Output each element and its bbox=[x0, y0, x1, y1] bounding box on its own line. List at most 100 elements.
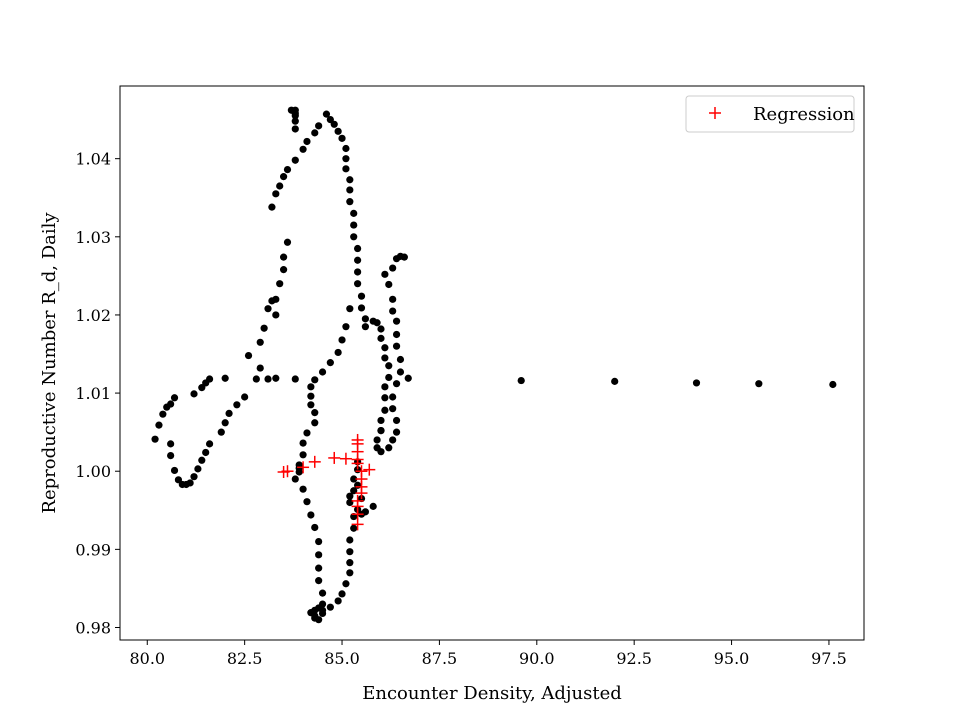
legend-box bbox=[685, 95, 855, 133]
data-point bbox=[392, 428, 401, 436]
data-point bbox=[377, 416, 385, 425]
regression-point bbox=[308, 455, 321, 468]
data-point bbox=[342, 323, 350, 331]
data-point bbox=[389, 436, 397, 444]
data-point bbox=[299, 145, 307, 153]
data-point bbox=[611, 377, 619, 385]
x-tick-label: 85.0 bbox=[324, 649, 360, 668]
data-point bbox=[170, 466, 179, 475]
regression-point bbox=[281, 465, 294, 478]
data-point bbox=[354, 268, 362, 276]
data-point bbox=[307, 401, 315, 409]
data-point bbox=[315, 551, 323, 559]
data-point bbox=[190, 473, 198, 481]
data-point bbox=[338, 336, 346, 344]
data-point bbox=[361, 315, 370, 323]
data-point bbox=[346, 492, 354, 500]
x-axis-ticks: 80.0 82.5 85.0 87.5 90.0 92.5 95.0 97.5 bbox=[129, 640, 847, 668]
data-point bbox=[342, 580, 350, 588]
data-point bbox=[385, 444, 393, 452]
data-point bbox=[315, 564, 323, 572]
data-point bbox=[389, 393, 397, 401]
data-point bbox=[396, 368, 405, 376]
data-point bbox=[318, 589, 327, 597]
y-tick-label: 0.98 bbox=[75, 618, 111, 637]
y-tick-label: 1.00 bbox=[75, 462, 111, 481]
data-point bbox=[354, 244, 362, 253]
data-point bbox=[829, 380, 837, 389]
data-point bbox=[385, 373, 393, 382]
data-point bbox=[373, 319, 381, 327]
data-point bbox=[385, 280, 393, 289]
data-point bbox=[233, 401, 241, 409]
data-point bbox=[295, 464, 303, 472]
regression-point bbox=[355, 487, 368, 500]
data-point bbox=[350, 233, 358, 241]
data-point bbox=[291, 112, 299, 120]
data-point bbox=[346, 305, 354, 313]
data-point bbox=[377, 334, 385, 342]
data-point bbox=[256, 364, 264, 372]
data-point bbox=[167, 400, 175, 408]
data-point bbox=[303, 498, 311, 506]
data-point bbox=[280, 253, 288, 261]
data-point bbox=[315, 577, 323, 585]
data-point bbox=[190, 390, 198, 398]
data-point bbox=[517, 376, 525, 385]
data-point bbox=[291, 117, 299, 125]
y-tick-label: 1.03 bbox=[75, 228, 111, 247]
data-point bbox=[755, 380, 763, 388]
data-point bbox=[280, 266, 288, 274]
data-point bbox=[283, 238, 292, 246]
data-point bbox=[268, 203, 276, 211]
data-point bbox=[299, 485, 307, 493]
y-tick-label: 0.99 bbox=[75, 540, 111, 559]
data-point bbox=[346, 198, 354, 206]
data-point bbox=[392, 416, 401, 425]
data-point bbox=[170, 394, 179, 402]
data-point bbox=[198, 456, 206, 464]
data-point bbox=[404, 374, 412, 382]
data-point bbox=[167, 440, 175, 448]
data-point bbox=[186, 479, 194, 487]
data-point bbox=[303, 137, 311, 146]
data-point bbox=[291, 475, 299, 483]
data-point bbox=[311, 376, 319, 384]
data-point bbox=[311, 523, 319, 532]
regression-point bbox=[351, 445, 364, 458]
data-point bbox=[350, 475, 358, 483]
data-point bbox=[205, 440, 214, 448]
data-point bbox=[373, 436, 381, 444]
data-point bbox=[318, 368, 327, 376]
regression-point bbox=[351, 508, 364, 521]
data-point bbox=[225, 409, 233, 417]
x-tick-label: 95.0 bbox=[714, 649, 750, 668]
data-point bbox=[311, 409, 319, 417]
data-point bbox=[381, 406, 389, 414]
data-point bbox=[221, 419, 229, 427]
data-point bbox=[381, 354, 389, 362]
data-point bbox=[396, 355, 405, 364]
x-tick-label: 80.0 bbox=[129, 649, 165, 668]
data-point bbox=[264, 375, 272, 383]
data-point bbox=[151, 435, 159, 443]
data-point bbox=[326, 359, 334, 367]
x-tick-label: 87.5 bbox=[422, 649, 458, 668]
data-point bbox=[291, 156, 299, 164]
data-point bbox=[276, 280, 284, 288]
data-point bbox=[307, 511, 315, 519]
data-point bbox=[381, 394, 389, 402]
y-axis-label: Reproductive Number R_d, Daily bbox=[39, 212, 60, 514]
data-point bbox=[346, 536, 354, 544]
data-point bbox=[350, 221, 358, 229]
data-point bbox=[244, 351, 253, 360]
data-point bbox=[346, 498, 354, 507]
data-point bbox=[155, 421, 163, 429]
data-point bbox=[315, 122, 323, 130]
x-axis-label: Encounter Density, Adjusted bbox=[362, 683, 622, 704]
data-point bbox=[334, 597, 342, 605]
data-point bbox=[303, 429, 311, 437]
data-point bbox=[252, 375, 260, 383]
data-point bbox=[194, 465, 202, 473]
data-point bbox=[311, 129, 319, 137]
